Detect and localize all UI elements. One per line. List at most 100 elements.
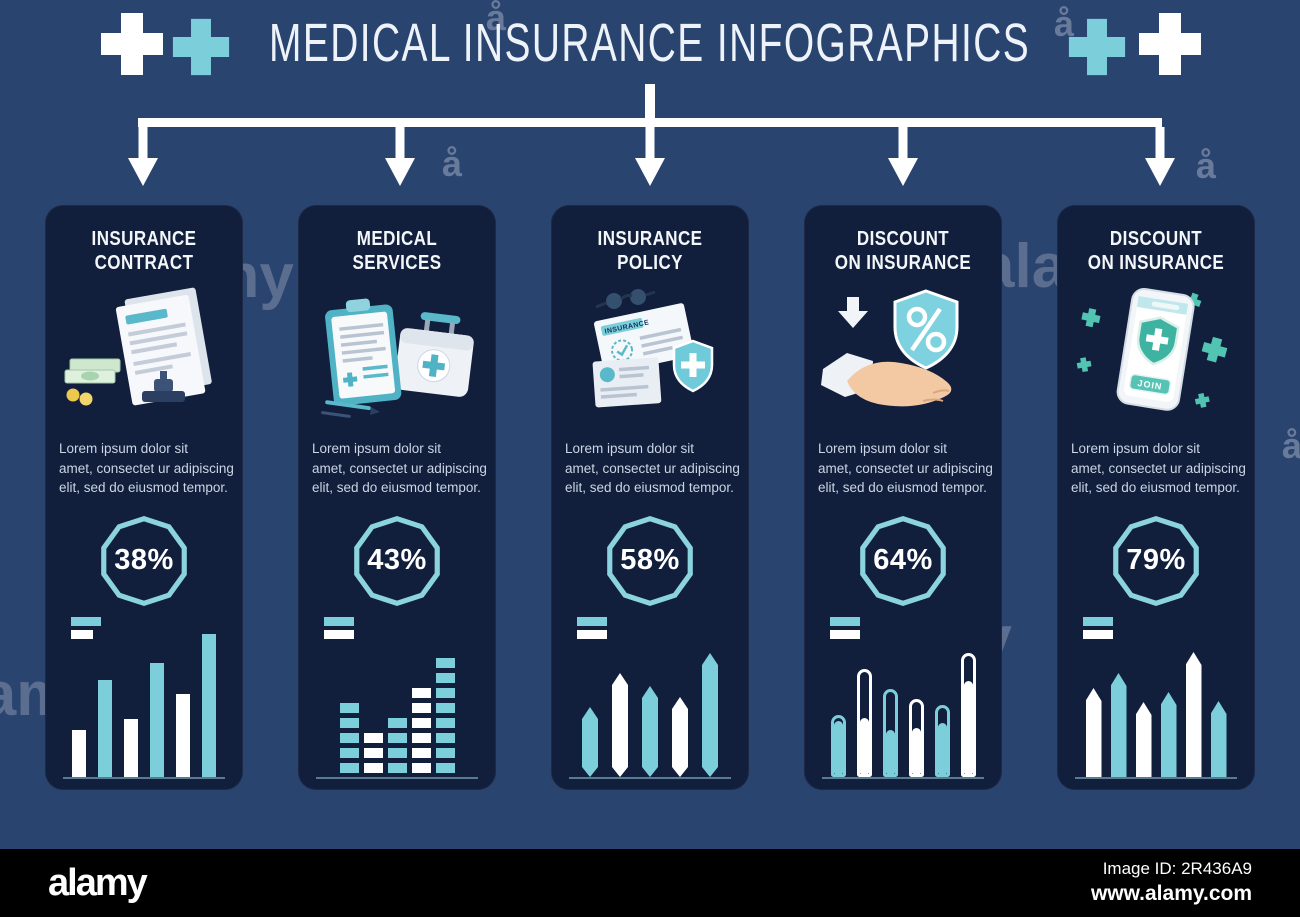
equals-icon (1083, 617, 1113, 639)
policy-documents-shield-glasses-icon: INSURANCE (551, 281, 749, 433)
mini-bar-chart (63, 613, 225, 779)
chart-block-column (387, 718, 407, 773)
cards-row: INSURANCE CONTRACT (45, 205, 1255, 790)
chart-block (387, 763, 407, 773)
chart-block (363, 763, 383, 773)
chart-bar (1185, 652, 1202, 777)
decagon-frame (1113, 515, 1199, 606)
chart-bar (672, 697, 688, 777)
arrow-down-icon (128, 127, 158, 186)
percent-badge: 79% (1057, 514, 1255, 608)
card-description: Lorem ipsum dolor sit amet, consectet ur… (312, 441, 487, 496)
page-title: MEDICAL INSURANCE INFOGRAPHICS (269, 13, 1031, 73)
decagon-frame (354, 515, 440, 606)
card-description: Lorem ipsum dolor sit amet, consectet ur… (565, 441, 740, 496)
chart-block (339, 733, 359, 743)
chart-block (435, 718, 455, 728)
alamy-url-text: www.alamy.com (1090, 882, 1252, 906)
chart-block (339, 763, 359, 773)
chart-block (339, 748, 359, 758)
flow-connector (128, 84, 1175, 186)
chart-block (411, 763, 431, 773)
arrow-down-icon (635, 127, 665, 186)
card-description: Lorem ipsum dolor sit amet, consectet ur… (818, 441, 993, 496)
chart-block (411, 733, 431, 743)
chart-bar (908, 699, 924, 777)
percent-value: 58% (620, 544, 680, 577)
glasses-icon (595, 289, 656, 309)
chart-block-column (363, 733, 383, 773)
chart-block (435, 658, 455, 668)
chart-bar-fill (963, 680, 973, 774)
chart-block (411, 748, 431, 758)
chart-block (387, 733, 407, 743)
percent-shield-icon (893, 289, 959, 370)
percent-badge: 58% (551, 514, 749, 608)
chart-bar (830, 715, 846, 777)
shield-cross-icon (672, 339, 714, 393)
card-description: Lorem ipsum dolor sit amet, consectet ur… (59, 441, 234, 496)
chart-block (435, 748, 455, 758)
cyan-cross-icon (1068, 18, 1126, 76)
percent-value: 79% (1126, 544, 1186, 577)
mini-bar-chart (1075, 613, 1237, 779)
chart-bar (1210, 701, 1227, 777)
image-id-text: Image ID: 2R436A9 (1102, 859, 1252, 879)
chart-block (411, 718, 431, 728)
mini-bar-chart (569, 613, 731, 779)
percent-badge: 38% (45, 514, 243, 608)
chart-bar (612, 673, 628, 777)
chart-block-column (435, 658, 455, 773)
chart-block (435, 703, 455, 713)
percent-badge: 64% (804, 514, 1002, 608)
cyan-cross-icon (172, 18, 230, 76)
card-title: INSURANCE POLICY (597, 228, 703, 274)
chart-bar (1135, 702, 1152, 777)
chart-block (363, 748, 383, 758)
card-title: MEDICAL SERVICES (352, 228, 442, 274)
card-medical-services: MEDICAL SERVICES (298, 205, 496, 790)
shield-cross-icon (1136, 316, 1180, 366)
chart-bar (642, 686, 658, 777)
chart-bar (856, 669, 872, 777)
white-cross-icon (1138, 12, 1202, 76)
chart-block (411, 703, 431, 713)
card-title: DISCOUNT ON INSURANCE (834, 228, 972, 274)
down-arrow-icon (838, 297, 868, 328)
chart-bar (124, 719, 138, 777)
decagon-frame (101, 515, 187, 606)
hand-holding-percent-shield-icon (804, 281, 1002, 433)
chart-block (387, 748, 407, 758)
chart-bar-fill (859, 717, 869, 774)
chart-bar (1110, 673, 1127, 777)
join-button-label: JOIN (1137, 378, 1163, 392)
percent-value: 38% (114, 544, 174, 577)
mini-bar-chart (316, 613, 478, 779)
card-discount-on-insurance: DISCOUNT ON INSURANCE Lorem i (804, 205, 1002, 790)
decagon-frame (860, 515, 946, 606)
chart-block-column (411, 688, 431, 773)
chart-bar (72, 730, 86, 777)
equals-icon (830, 617, 860, 639)
chart-bar (98, 680, 112, 777)
chart-bar (1085, 688, 1102, 777)
arrow-down-icon (385, 127, 415, 186)
chart-block (387, 718, 407, 728)
clipboard-first-aid-kit-icon (298, 281, 496, 433)
white-cross-icon (100, 12, 164, 76)
card-insurance-policy: INSURANCE POLICY INSURANCE (551, 205, 749, 790)
card-title: INSURANCE CONTRACT (91, 228, 197, 274)
chart-block (339, 718, 359, 728)
chart-block (435, 688, 455, 698)
chart-bar (176, 694, 190, 777)
chart-bar-fill (911, 727, 921, 774)
chart-bar (960, 653, 976, 777)
card-discount-on-insurance-app: DISCOUNT ON INSURANCE (1057, 205, 1255, 790)
card-title: DISCOUNT ON INSURANCE (1087, 228, 1225, 274)
chart-bar (202, 634, 216, 777)
arrow-down-icon (1145, 127, 1175, 186)
equals-icon (324, 617, 354, 639)
percent-badge: 43% (298, 514, 496, 608)
contract-documents-money-stamp-icon (45, 281, 243, 433)
